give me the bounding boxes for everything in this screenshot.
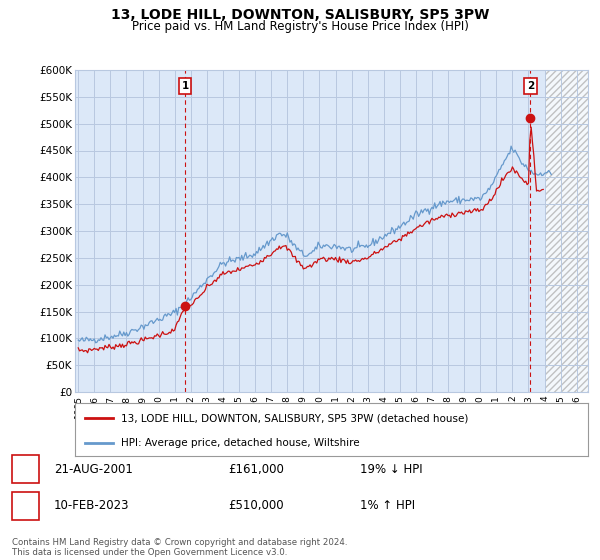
Text: 1: 1	[182, 81, 189, 91]
Text: 13, LODE HILL, DOWNTON, SALISBURY, SP5 3PW: 13, LODE HILL, DOWNTON, SALISBURY, SP5 3…	[111, 8, 489, 22]
Text: 13, LODE HILL, DOWNTON, SALISBURY, SP5 3PW (detached house): 13, LODE HILL, DOWNTON, SALISBURY, SP5 3…	[121, 413, 469, 423]
Text: £161,000: £161,000	[228, 463, 284, 476]
Text: 21-AUG-2001: 21-AUG-2001	[54, 463, 133, 476]
Text: 19% ↓ HPI: 19% ↓ HPI	[360, 463, 422, 476]
Text: £510,000: £510,000	[228, 499, 284, 512]
Text: 2: 2	[22, 501, 29, 511]
Text: 10-FEB-2023: 10-FEB-2023	[54, 499, 130, 512]
Text: HPI: Average price, detached house, Wiltshire: HPI: Average price, detached house, Wilt…	[121, 438, 360, 448]
Text: Contains HM Land Registry data © Crown copyright and database right 2024.
This d: Contains HM Land Registry data © Crown c…	[12, 538, 347, 557]
Text: 1% ↑ HPI: 1% ↑ HPI	[360, 499, 415, 512]
Text: 2: 2	[527, 81, 534, 91]
Text: 1: 1	[22, 464, 29, 474]
Text: Price paid vs. HM Land Registry's House Price Index (HPI): Price paid vs. HM Land Registry's House …	[131, 20, 469, 32]
